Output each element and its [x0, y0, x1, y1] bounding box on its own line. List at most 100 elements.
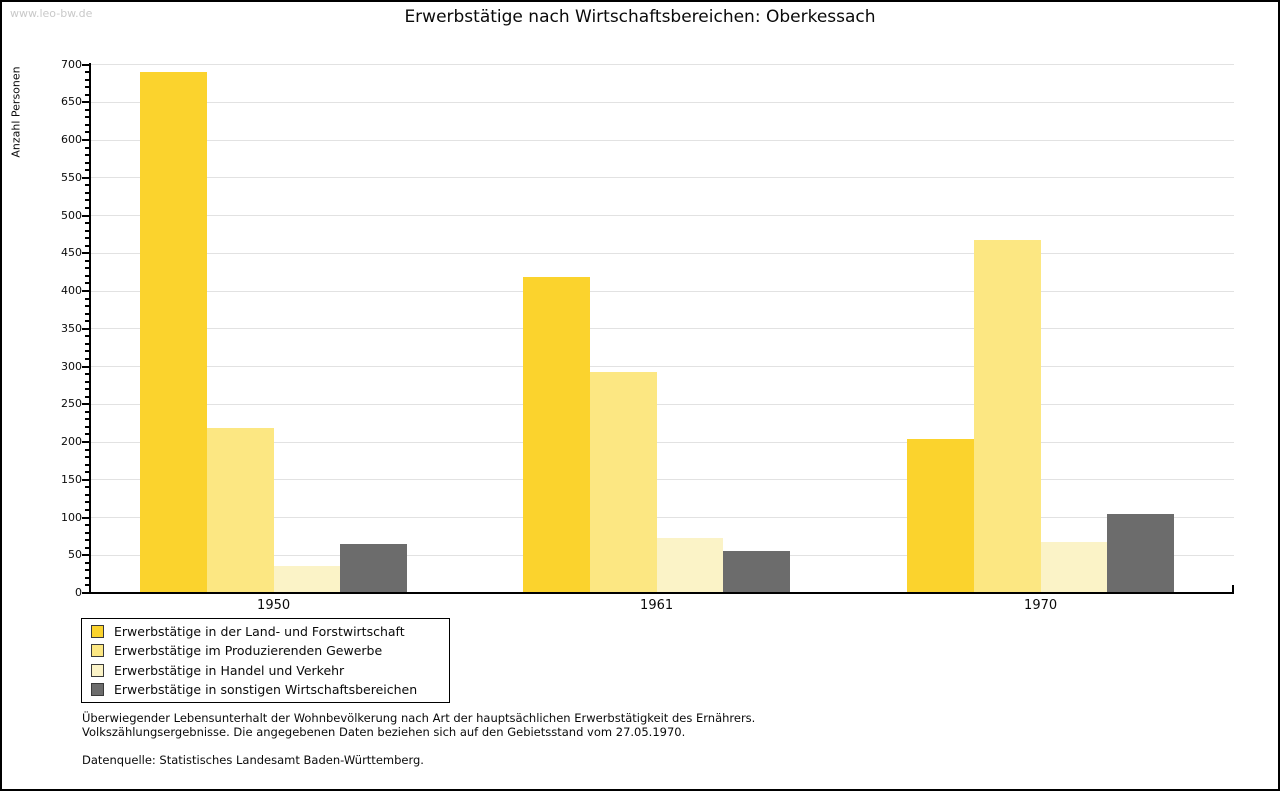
y-tick-label: 50 [68, 548, 82, 562]
x-tick-label: 1961 [640, 598, 674, 613]
legend-label: Erwerbstätige in sonstigen Wirtschaftsbe… [114, 682, 418, 698]
legend-item: Erwerbstätige in Handel und Verkehr [91, 663, 449, 678]
legend-swatch [91, 663, 104, 677]
y-tick-label: 300 [61, 359, 82, 373]
y-minor-tick [85, 71, 89, 74]
y-minor-tick [85, 244, 89, 247]
chart-title: Erwerbstätige nach Wirtschaftsbereichen:… [404, 7, 876, 27]
gridline [90, 64, 1234, 65]
y-minor-tick [85, 282, 89, 285]
y-minor-tick [85, 539, 89, 542]
y-major-tick [82, 176, 89, 179]
y-minor-tick [85, 380, 89, 383]
y-minor-tick [85, 524, 89, 527]
y-tick-label: 150 [61, 472, 82, 486]
legend-item: Erwerbstätige in sonstigen Wirtschaftsbe… [91, 682, 449, 697]
y-minor-tick [85, 267, 89, 270]
y-minor-tick [85, 418, 89, 421]
y-minor-tick [85, 123, 89, 126]
gridline [90, 139, 1234, 141]
y-minor-tick [85, 305, 89, 308]
y-minor-tick [85, 237, 89, 240]
gridline [90, 177, 1234, 179]
gridline [90, 479, 1234, 481]
y-major-tick [82, 592, 89, 594]
y-minor-tick [85, 471, 89, 474]
y-minor-tick [85, 463, 89, 466]
y-minor-tick [85, 131, 89, 134]
y-major-tick [82, 365, 89, 368]
watermark: www.leo-bw.de [10, 7, 93, 20]
y-minor-tick [85, 493, 89, 496]
y-major-tick [82, 403, 89, 406]
y-minor-tick [85, 388, 89, 391]
bar-1950-series-2 [206, 427, 274, 593]
bar-1970-series-2 [973, 239, 1041, 593]
y-tick-label: 450 [61, 246, 82, 260]
x-axis-line [88, 592, 1234, 594]
y-minor-tick [85, 335, 89, 338]
y-minor-tick [85, 169, 89, 172]
y-major-tick [82, 290, 89, 292]
y-minor-tick [85, 357, 89, 360]
y-minor-tick [85, 86, 89, 89]
legend-label: Erwerbstätige in Handel und Verkehr [114, 662, 345, 678]
footnote-line-2: Volkszählungsergebnisse. Die angegebenen… [82, 725, 686, 739]
y-axis-line [88, 63, 91, 594]
bar-1961-series-2 [589, 371, 657, 593]
y-major-tick [82, 478, 89, 481]
y-minor-tick [85, 297, 89, 300]
bar-1950-series-3 [273, 565, 341, 593]
source-line: Datenquelle: Statistisches Landesamt Bad… [82, 753, 424, 767]
y-minor-tick [85, 569, 89, 572]
bar-1970-series-1 [907, 438, 974, 593]
legend-item: Erwerbstätige in der Land- und Forstwirt… [91, 624, 449, 639]
y-major-tick [82, 214, 89, 217]
y-minor-tick [85, 508, 89, 511]
legend-label: Erwerbstätige in der Land- und Forstwirt… [114, 623, 405, 639]
y-minor-tick [85, 259, 89, 262]
y-minor-tick [85, 206, 89, 209]
bar-1970-series-4 [1107, 514, 1175, 593]
y-tick-label: 400 [61, 284, 82, 297]
y-minor-tick [85, 274, 89, 277]
y-tick-label: 650 [61, 95, 82, 109]
y-minor-tick [85, 531, 89, 534]
footnote-line-1: Überwiegender Lebensunterhalt der Wohnbe… [82, 711, 756, 725]
bar-1950-series-1 [140, 72, 207, 593]
y-tick-label: 550 [61, 170, 82, 184]
y-tick-label: 250 [61, 397, 82, 411]
y-major-tick [82, 252, 89, 255]
y-minor-tick [85, 501, 89, 504]
y-tick-label: 500 [61, 208, 82, 222]
y-minor-tick [85, 456, 89, 459]
gridline [90, 101, 1234, 103]
y-minor-tick [85, 184, 89, 187]
y-major-tick [82, 554, 89, 557]
legend-box: Erwerbstätige in der Land- und Forstwirt… [81, 618, 450, 703]
y-minor-tick [85, 546, 89, 549]
bar-1961-series-3 [656, 537, 724, 593]
bar-1961-series-1 [523, 277, 590, 593]
y-minor-tick [85, 78, 89, 81]
y-minor-tick [85, 154, 89, 157]
y-minor-tick [85, 342, 89, 345]
legend-label: Erwerbstätige im Produzierenden Gewerbe [114, 643, 383, 659]
y-minor-tick [85, 433, 89, 436]
y-minor-tick [85, 222, 89, 225]
legend-swatch [91, 683, 104, 697]
gridline [90, 252, 1234, 254]
x-tick-label: 1970 [1024, 598, 1058, 613]
y-minor-tick [85, 410, 89, 413]
x-axis-end-tick [1231, 585, 1234, 593]
gridline [90, 328, 1234, 330]
y-major-tick [82, 441, 89, 443]
y-tick-label: 200 [61, 435, 82, 448]
y-major-tick [82, 516, 89, 519]
y-minor-tick [85, 584, 89, 587]
gridline [90, 517, 1234, 518]
y-minor-tick [85, 108, 89, 111]
y-tick-label: 600 [61, 133, 82, 146]
